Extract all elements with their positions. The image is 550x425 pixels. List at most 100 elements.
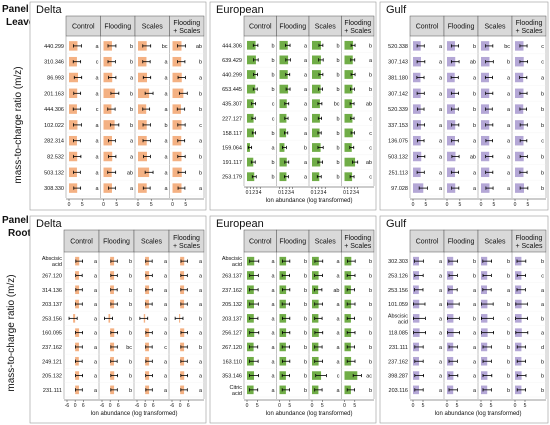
panel-a-sublabel: Leaves — [6, 17, 40, 28]
significance-letter: b — [271, 58, 274, 64]
header-label-control: Control — [249, 24, 272, 31]
header-label-flooding-scales-2: + Scales — [173, 243, 201, 250]
x-tick-label: 0 — [109, 403, 112, 409]
significance-letter: a — [304, 73, 308, 79]
significance-letter: a — [164, 186, 168, 192]
bar — [344, 143, 352, 152]
row-label: 227.127 — [222, 116, 242, 122]
bar — [515, 167, 524, 178]
significance-letter: a — [369, 58, 373, 64]
x-tick-label: 0 — [412, 403, 415, 409]
bar — [247, 55, 256, 65]
bar — [69, 135, 77, 146]
x-tick-label: 4 — [291, 190, 294, 196]
header-cell — [168, 229, 205, 253]
significance-letter: a — [439, 44, 443, 50]
significance-letter: a — [304, 131, 308, 137]
x-tick-label: 5 — [81, 202, 84, 208]
bar — [172, 167, 182, 178]
x-tick-label: 6 — [117, 403, 120, 409]
significance-letter: a — [473, 359, 477, 365]
significance-letter: b — [129, 316, 132, 322]
bar — [247, 113, 254, 123]
significance-letter: a — [95, 44, 99, 50]
significance-letter: a — [439, 374, 443, 380]
significance-letter: a — [164, 331, 168, 337]
significance-letter: a — [130, 155, 134, 161]
significance-letter: b — [507, 388, 510, 394]
significance-letter: a — [95, 123, 99, 129]
bar — [447, 183, 456, 193]
significance-letter: a — [507, 288, 511, 294]
bar — [279, 157, 287, 167]
significance-letter: b — [271, 43, 274, 49]
x-tick-label: 0 — [480, 403, 483, 409]
significance-letter: a — [336, 316, 340, 322]
bar — [69, 88, 78, 99]
significance-letter: b — [130, 44, 133, 50]
row-label: 203.137 — [222, 316, 242, 322]
significance-letter: a — [473, 288, 477, 294]
significance-letter: b — [304, 146, 307, 152]
bar — [312, 84, 321, 94]
significance-letter: b — [473, 259, 476, 265]
significance-letter: a — [94, 259, 98, 265]
bar — [515, 72, 524, 83]
significance-letter: a — [507, 123, 511, 129]
bar — [312, 113, 320, 123]
x-axis-title: Ion abundance (log transformed) — [434, 411, 521, 417]
x-tick-label: 0 — [68, 202, 71, 208]
significance-letter: b — [369, 259, 372, 265]
significance-letter: a — [164, 302, 168, 308]
significance-letter: a — [164, 60, 168, 66]
header-label-control: Control — [70, 239, 93, 246]
significance-letter: a — [94, 359, 98, 365]
significance-letter: b — [369, 87, 372, 93]
significance-letter: b — [129, 288, 132, 294]
significance-letter: a — [439, 273, 443, 279]
x-tick-label: 5 — [115, 202, 118, 208]
significance-letter: b — [541, 155, 544, 161]
row-label: 267.120 — [222, 345, 242, 351]
significance-letter: a — [439, 91, 443, 97]
bar — [515, 41, 524, 51]
significance-letter: a — [95, 155, 99, 161]
header-label-flooding-scales-2: + Scales — [173, 28, 201, 35]
significance-letter: b — [507, 302, 510, 308]
significance-letter: b — [541, 91, 544, 97]
significance-letter: b — [129, 302, 132, 308]
x-tick-label: 0 — [446, 403, 449, 409]
significance-letter: b — [473, 316, 476, 322]
bar — [138, 104, 147, 114]
significance-letter: b — [369, 316, 372, 322]
significance-letter: c — [272, 102, 275, 108]
x-tick-label: 0 — [446, 202, 449, 208]
significance-letter: a — [541, 76, 545, 82]
row-label: 203.137 — [42, 302, 62, 308]
bar — [279, 70, 288, 79]
bar — [481, 135, 490, 146]
significance-letter: b — [507, 359, 510, 365]
significance-letter: a — [94, 302, 98, 308]
significance-letter: bc — [504, 44, 510, 50]
bar — [312, 55, 321, 65]
bar — [172, 56, 182, 67]
significance-letter: b — [336, 175, 339, 181]
header-label-scales: Scales — [141, 239, 163, 246]
bar — [279, 113, 287, 123]
significance-letter: a — [304, 87, 308, 93]
x-tick-label: 0 — [144, 403, 147, 409]
significance-letter: b — [130, 91, 133, 97]
significance-letter: b — [336, 58, 339, 64]
row-label: 231.111 — [389, 345, 408, 351]
significance-letter: b — [130, 60, 133, 66]
row-label: 102.022 — [44, 123, 64, 129]
significance-letter: b — [304, 273, 307, 279]
significance-letter: b — [541, 388, 544, 394]
significance-letter: c — [96, 107, 99, 113]
significance-letter: a — [199, 259, 203, 265]
significance-letter: b — [130, 123, 133, 129]
significance-letter: b — [336, 160, 339, 166]
